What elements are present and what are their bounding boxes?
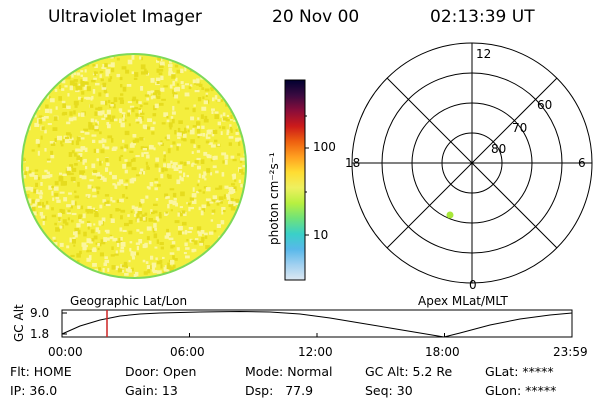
altitude-curve xyxy=(61,310,573,338)
time-tick-1800: 18:00 xyxy=(425,345,460,359)
polar-label-left: 18 xyxy=(345,156,361,170)
info-seq: Seq: 30 xyxy=(365,383,413,398)
window-title: Ultraviolet Imager xyxy=(48,7,202,27)
polar-ring-label-70: 70 xyxy=(512,121,528,135)
time-tick-0000: 00:00 xyxy=(48,345,83,359)
time-tick-1200: 12:00 xyxy=(298,345,333,359)
time-label: 02:13:39 UT xyxy=(430,7,535,27)
info-gain: Gain: 13 xyxy=(125,383,178,398)
colorbar-tick-10: 10 xyxy=(313,228,329,242)
info-glat: GLat: ***** xyxy=(485,364,554,379)
info-dsp: Dsp: 77.9 xyxy=(245,383,314,398)
time-tick-0600: 06:00 xyxy=(170,345,205,359)
apex-coords-label: Apex MLat/MLT xyxy=(418,294,508,308)
altitude-y-min: 1.8 xyxy=(30,327,50,341)
colorbar xyxy=(284,79,309,281)
colorbar-tick-100: 100 xyxy=(313,140,336,154)
altitude-plot xyxy=(61,309,573,338)
polar-plot xyxy=(351,42,593,284)
info-glon: GLon: ***** xyxy=(485,383,557,398)
info-door: Door: Open xyxy=(125,364,197,379)
geographic-coords-label: Geographic Lat/Lon xyxy=(70,294,188,308)
colorbar-unit-label: photon cm⁻²s⁻¹ xyxy=(267,152,281,245)
polar-ring-label-60: 60 xyxy=(537,98,553,112)
info-flight: Flt: HOME xyxy=(10,364,72,379)
polar-label-right: 6 xyxy=(578,156,586,170)
polar-label-top: 12 xyxy=(476,47,492,61)
earth-disk-image xyxy=(21,53,247,279)
altitude-axis-title: GC Alt xyxy=(12,304,26,342)
time-tick-2359: 23:59 xyxy=(553,345,588,359)
info-gc-altitude: GC Alt: 5.2 Re xyxy=(365,364,453,379)
date-label: 20 Nov 00 xyxy=(272,7,360,27)
info-ip: IP: 36.0 xyxy=(10,383,58,398)
polar-label-bottom: 0 xyxy=(469,278,477,292)
altitude-y-max: 9.0 xyxy=(30,306,50,320)
polar-ring-label-80: 80 xyxy=(491,142,507,156)
aurora-spot-marker xyxy=(446,211,454,219)
info-mode: Mode: Normal xyxy=(245,364,333,379)
